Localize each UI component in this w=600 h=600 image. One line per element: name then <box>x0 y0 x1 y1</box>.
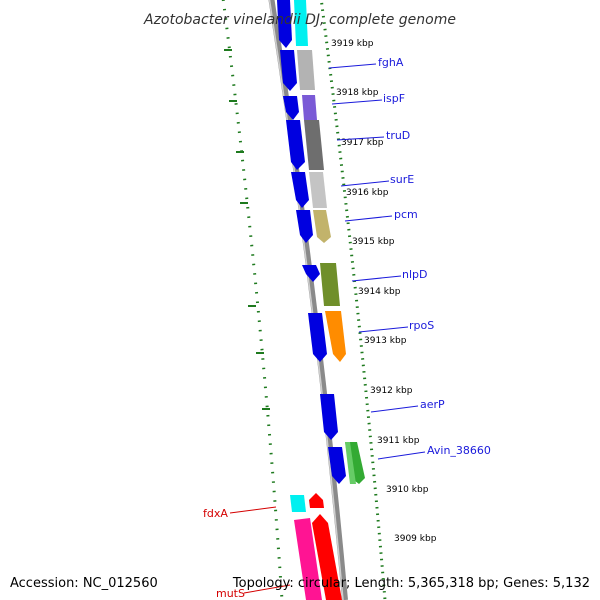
forward-feature-8 <box>308 313 327 362</box>
kbp-label: 3909 kbp <box>394 534 437 544</box>
gene-block-ispF <box>302 95 317 120</box>
forward-feature-10 <box>328 447 346 484</box>
gene-block-Avin_38660-light <box>345 442 356 484</box>
kbp-label: 3912 kbp <box>370 386 413 396</box>
gene-block-rpoS <box>325 311 346 362</box>
gene-block-fghA <box>297 50 315 90</box>
forward-feature-7 <box>302 265 320 282</box>
gene-label-aerP[interactable]: aerP <box>420 398 445 411</box>
reverse-feature-fdxA-arrow <box>309 493 324 508</box>
reverse-gene-leaders <box>229 506 291 594</box>
gene-label-nlpD[interactable]: nlpD <box>402 268 427 281</box>
gene-block-pcm <box>313 210 331 243</box>
gene-label-ispF[interactable]: ispF <box>383 92 405 105</box>
gene-block-surE <box>309 172 327 208</box>
reverse-gene-labels: fdxA mutS <box>203 507 245 600</box>
kbp-label: 3910 kbp <box>386 485 429 495</box>
gc-skew-peaks <box>224 49 270 410</box>
forward-gene-labels: fghA ispF truD surE pcm nlpD rpoS aerP A… <box>378 56 491 457</box>
gene-block-truD <box>304 120 324 170</box>
kbp-label: 3918 kbp <box>336 88 379 98</box>
gene-block-nlpD <box>320 263 340 306</box>
gene-label-truD[interactable]: truD <box>386 129 410 142</box>
genome-summary-text: Topology: circular; Length: 5,365,318 bp… <box>232 576 590 591</box>
kbp-label: 3915 kbp <box>352 237 395 247</box>
forward-gene-leaders <box>328 63 426 460</box>
forward-strand-features <box>277 0 346 484</box>
gene-block-fdxA <box>290 495 306 512</box>
kbp-label: 3919 kbp <box>331 39 374 49</box>
gene-block-mutS <box>294 518 322 600</box>
forward-feature-9 <box>320 394 338 440</box>
reverse-strand-features <box>290 493 342 600</box>
position-labels: 3919 kbp 3918 kbp 3917 kbp 3916 kbp 3915… <box>331 39 437 544</box>
gene-label-rpoS[interactable]: rpoS <box>409 319 434 332</box>
map-title: Azotobacter vinelandii DJ, complete geno… <box>143 12 456 28</box>
forward-feature-1 <box>277 0 292 48</box>
gene-label-fdxA[interactable]: fdxA <box>203 507 228 520</box>
forward-feature-3 <box>283 96 299 120</box>
gene-blocks <box>294 0 365 484</box>
kbp-label: 3917 kbp <box>341 138 384 148</box>
genome-backbone-highlight <box>268 0 344 600</box>
gene-label-fghA[interactable]: fghA <box>378 56 404 69</box>
gene-label-pcm[interactable]: pcm <box>394 208 418 221</box>
reverse-feature-mutS-arrow <box>312 514 342 600</box>
kbp-label: 3914 kbp <box>358 287 401 297</box>
gene-label-surE[interactable]: surE <box>390 173 414 186</box>
forward-feature-2 <box>280 50 297 91</box>
gene-label-Avin_38660[interactable]: Avin_38660 <box>427 444 491 457</box>
forward-feature-5 <box>291 172 309 208</box>
gene-block-top-cyan <box>294 0 308 46</box>
kbp-label: 3911 kbp <box>377 436 420 446</box>
kbp-label: 3913 kbp <box>364 336 407 346</box>
kbp-label: 3916 kbp <box>346 188 389 198</box>
accession-text: Accession: NC_012560 <box>10 576 158 591</box>
gene-label-mutS[interactable]: mutS <box>216 587 245 600</box>
forward-feature-4 <box>286 120 305 170</box>
forward-feature-6 <box>296 210 313 243</box>
